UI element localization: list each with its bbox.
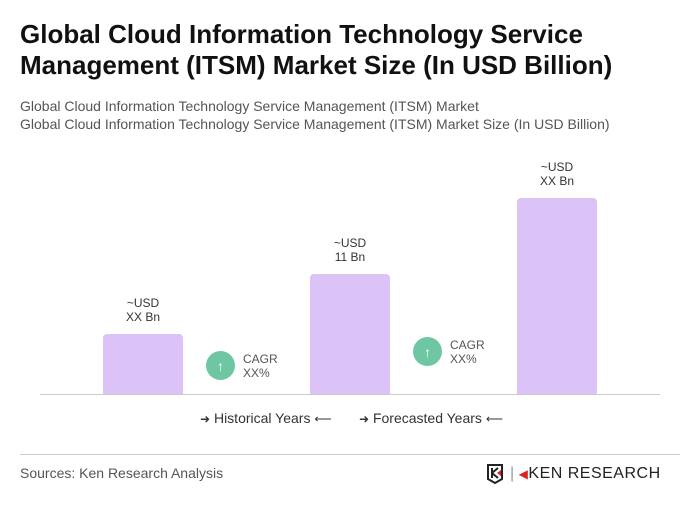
- bar-label-2: ~USD 11 Bn: [300, 236, 400, 264]
- arrow-right-icon: ➜: [359, 412, 370, 426]
- subtitle: Global Cloud Information Technology Serv…: [20, 98, 479, 114]
- cagr-badge-1: ↑ CAGR XX%: [206, 351, 278, 380]
- cagr-badge-2: ↑ CAGR XX%: [413, 337, 485, 366]
- cagr-label: CAGR: [450, 337, 485, 352]
- arrow-up-icon: ↑: [206, 351, 235, 380]
- page-title: Global Cloud Information Technology Serv…: [20, 19, 613, 80]
- sources: Sources: Ken Research Analysis: [20, 465, 224, 481]
- arrow-left-icon: ⟵: [485, 412, 504, 426]
- subtitle-2: Global Cloud Information Technology Serv…: [20, 116, 610, 132]
- bar-chart: ↑ CAGR XX% ↑ CAGR XX% ➜ Historical Years ⟵…: [40, 160, 660, 426]
- bar-label-line: ~USD: [333, 236, 367, 250]
- bar-label-3: ~USD XX Bn: [507, 160, 607, 188]
- legend-forecasted: ➜ Forecasted Years ⟵: [359, 410, 503, 426]
- bar-1: [103, 334, 183, 394]
- bar-label-1: ~USD XX Bn: [93, 296, 193, 324]
- bar-label-line: XX Bn: [539, 173, 575, 188]
- arrow-right-icon: ➜: [200, 412, 211, 426]
- arrow-left-icon: ⟵: [314, 412, 332, 426]
- arrow-up-icon: ↑: [413, 337, 442, 366]
- bar-label-line: ~USD: [540, 159, 574, 174]
- logo-text: KEN RESEARCH: [528, 465, 661, 482]
- cagr-label: CAGR: [243, 351, 278, 366]
- cagr-value: XX%: [243, 365, 270, 380]
- bar-label-line: 11 Bn: [334, 250, 366, 264]
- legend-historical: ➜ Historical Years ⟵: [200, 410, 332, 426]
- ken-research-logo: | ◀ KEN RESEARCH: [486, 464, 661, 484]
- x-axis: [40, 394, 660, 395]
- bar-label-line: ~USD: [126, 296, 160, 310]
- bar-2: [310, 274, 390, 394]
- bar-3: [517, 197, 597, 394]
- cagr-value: XX%: [450, 351, 477, 366]
- bar-label-line: XX Bn: [125, 310, 161, 324]
- legend-label: Forecasted Years: [372, 410, 482, 426]
- legend-label: Historical Years: [213, 410, 311, 426]
- divider: [20, 454, 680, 455]
- logo-icon: [487, 464, 503, 484]
